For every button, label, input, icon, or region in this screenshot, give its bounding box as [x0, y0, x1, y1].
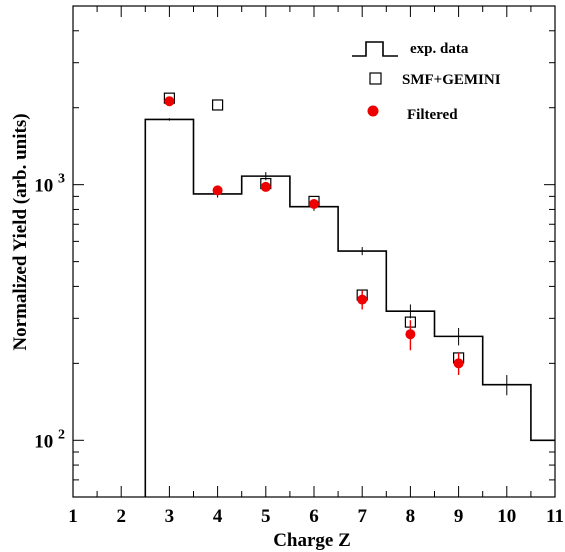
filtered-point	[453, 358, 464, 369]
x-tick-label: 10	[497, 506, 516, 527]
x-tick-label: 4	[213, 506, 223, 527]
legend-smf-symbol	[369, 72, 382, 85]
filtered-point	[405, 329, 416, 340]
series-smf-gemini	[163, 92, 465, 364]
filtered-point	[260, 181, 271, 192]
series-filtered	[164, 96, 464, 376]
legend: exp. data SMF+GEMINI Filtered	[352, 41, 501, 123]
filtered-point	[164, 96, 175, 107]
axis-ticks	[72, 5, 556, 498]
filtered-point	[212, 185, 223, 196]
legend-exp-label: exp. data	[410, 41, 469, 57]
y-axis-title: Normalized Yield (arb. units)	[10, 113, 31, 350]
x-tick-label: 9	[454, 506, 464, 527]
x-tick-label: 5	[261, 506, 271, 527]
smf-gemini-point	[212, 99, 224, 111]
legend-smf-label: SMF+GEMINI	[402, 72, 501, 88]
filtered-point	[357, 294, 368, 305]
filtered-point	[309, 199, 319, 210]
x-axis-title: Charge Z	[273, 530, 351, 551]
series-exp-data	[144, 118, 555, 497]
x-tick-label: 11	[546, 506, 564, 527]
legend-filtered-label: Filtered	[407, 107, 458, 123]
x-tick-label: 3	[165, 506, 175, 527]
legend-filtered-symbol	[367, 105, 379, 117]
x-tick-label: 1	[68, 506, 78, 527]
x-tick-labels: 1 2 3 4 5 6 7 8 9 10 11	[68, 506, 564, 527]
exp-step-line	[144, 118, 555, 497]
x-tick-label: 2	[116, 506, 126, 527]
y-tick-label: 10 2	[34, 427, 65, 452]
y-tick-label: 10 3	[34, 172, 65, 197]
x-tick-label: 8	[406, 506, 416, 527]
y-tick-labels: 10 2 10 3	[34, 172, 65, 453]
x-tick-label: 6	[309, 506, 319, 527]
x-tick-label: 7	[357, 506, 367, 527]
legend-exp-symbol	[352, 41, 398, 57]
